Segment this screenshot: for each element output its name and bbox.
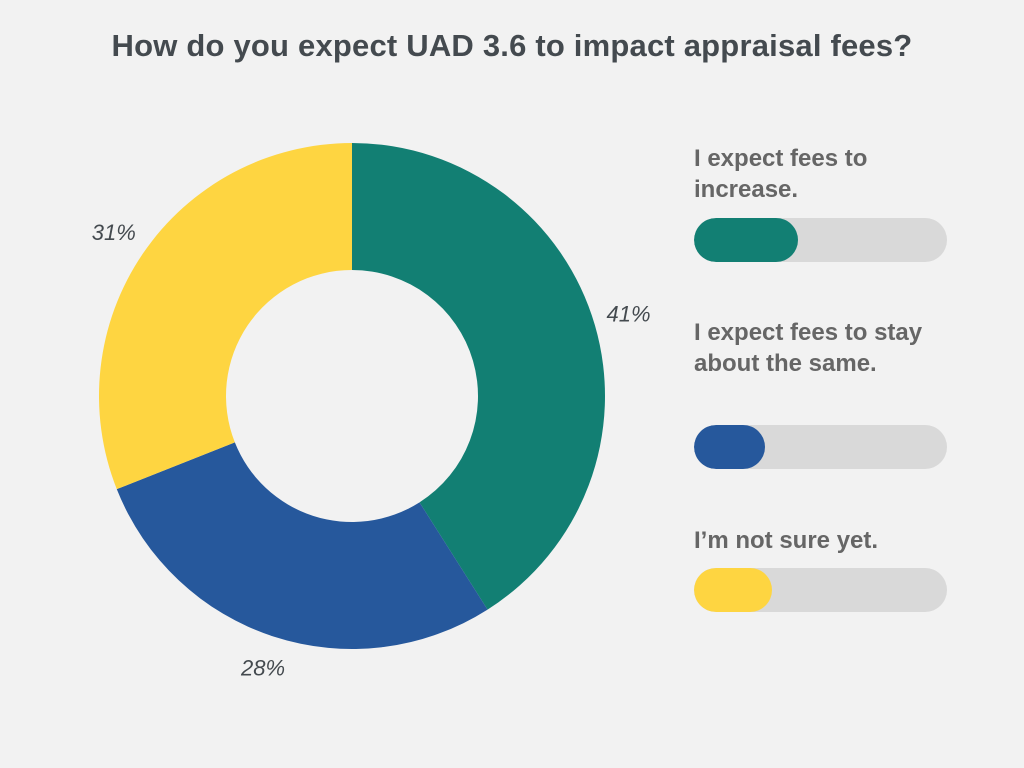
progress-fill-same xyxy=(694,425,765,469)
progress-fill-not-sure xyxy=(694,568,773,612)
progress-fill-increase xyxy=(694,218,798,262)
legend-label-increase: I expect fees to increase. xyxy=(694,145,868,203)
slice-label-i-expect-fees-to-increase: 41% xyxy=(607,301,651,326)
donut-slice-i-expect-fees-to-stay-about-the-same xyxy=(116,442,488,649)
slice-label-i-m-not-sure-yet: 31% xyxy=(92,220,136,245)
progress-bar-increase xyxy=(694,218,947,262)
donut-slice-i-m-not-sure-yet xyxy=(99,143,353,490)
legend-label-not-sure: I’m not sure yet. xyxy=(694,527,879,554)
chart-title: How do you expect UAD 3.6 to impact appr… xyxy=(111,28,913,63)
legend-label-same: I expect fees to stay about the same. xyxy=(694,319,923,377)
donut-slice-i-expect-fees-to-increase xyxy=(352,143,605,610)
legend-item-not-sure: I’m not sure yet. xyxy=(694,525,954,556)
progress-bar-not-sure xyxy=(694,568,947,612)
legend-item-increase: I expect fees to increase. xyxy=(694,143,954,205)
slice-label-i-expect-fees-to-stay-about-the-same: 28% xyxy=(240,656,285,681)
progress-bar-same xyxy=(694,425,947,469)
legend-item-same: I expect fees to stay about the same. xyxy=(694,317,954,379)
